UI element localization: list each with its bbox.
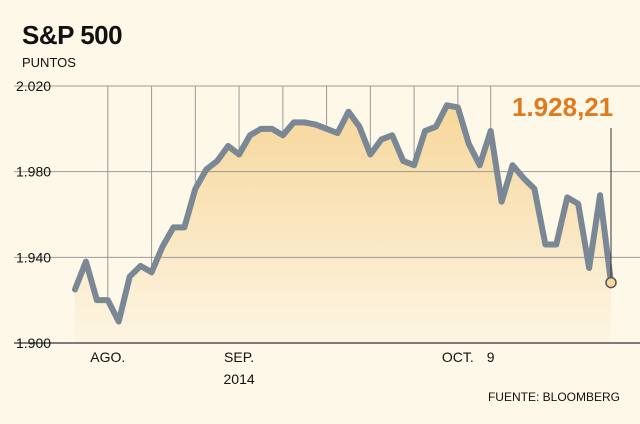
x-tick-label: AGO. bbox=[90, 349, 125, 365]
last-value-label: 1.928,21 bbox=[512, 92, 614, 122]
y-axis-unit: PUNTOS bbox=[22, 55, 76, 70]
last-point bbox=[605, 276, 617, 289]
y-tick-label: 1.940 bbox=[16, 249, 51, 265]
y-gridlines bbox=[14, 85, 640, 344]
x-tick-sublabel: 2014 bbox=[224, 371, 255, 387]
chart-title: S&P 500 bbox=[22, 20, 123, 50]
x-tick-label: 9 bbox=[487, 349, 495, 365]
series-line bbox=[72, 102, 614, 325]
x-tick-label: OCT. bbox=[442, 349, 474, 365]
y-tick-label: 2.020 bbox=[16, 78, 51, 94]
x-axis-labels: AGO. SEP. 2014 OCT. 9 bbox=[90, 349, 494, 387]
y-tick-label: 1.900 bbox=[16, 335, 51, 351]
area-fill bbox=[75, 105, 611, 344]
source-note: FUENTE: BLOOMBERG bbox=[487, 390, 620, 404]
x-tick-label: SEP. bbox=[224, 349, 254, 365]
y-axis-labels: 1.900 1.940 1.980 2.020 bbox=[16, 78, 51, 351]
y-tick-label: 1.980 bbox=[16, 164, 51, 180]
